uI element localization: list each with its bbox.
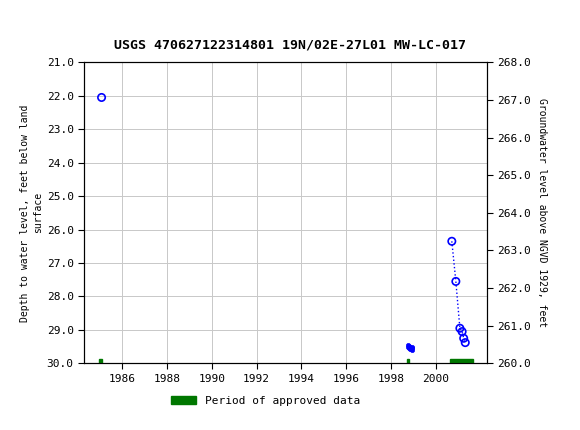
Point: [97, 94, 106, 101]
Point: [407, 346, 416, 353]
Text: USGS 470627122314801 19N/02E-27L01 MW-LC-017: USGS 470627122314801 19N/02E-27L01 MW-LC…: [114, 39, 466, 52]
Point: [461, 339, 470, 346]
Y-axis label: Depth to water level, feet below land
surface: Depth to water level, feet below land su…: [20, 104, 42, 322]
Point: [405, 343, 414, 350]
Point: [406, 344, 415, 351]
Point: [405, 344, 414, 351]
Point: [408, 344, 417, 350]
Text: ≋: ≋: [3, 6, 24, 30]
Bar: [407, 359, 409, 363]
Point: [405, 346, 415, 353]
Y-axis label: Groundwater level above NGVD 1929, feet: Groundwater level above NGVD 1929, feet: [537, 98, 547, 327]
Point: [407, 345, 416, 352]
Point: [451, 278, 461, 285]
Point: [404, 343, 413, 350]
Point: [458, 328, 467, 335]
Bar: [450, 359, 473, 363]
Bar: [99, 359, 102, 363]
Point: [407, 344, 416, 351]
Point: [403, 341, 412, 348]
Point: [459, 335, 468, 342]
Text: USGS: USGS: [32, 9, 87, 27]
Point: [455, 325, 465, 332]
Point: [447, 238, 456, 245]
Point: [404, 345, 414, 352]
Legend: Period of approved data: Period of approved data: [167, 391, 364, 411]
